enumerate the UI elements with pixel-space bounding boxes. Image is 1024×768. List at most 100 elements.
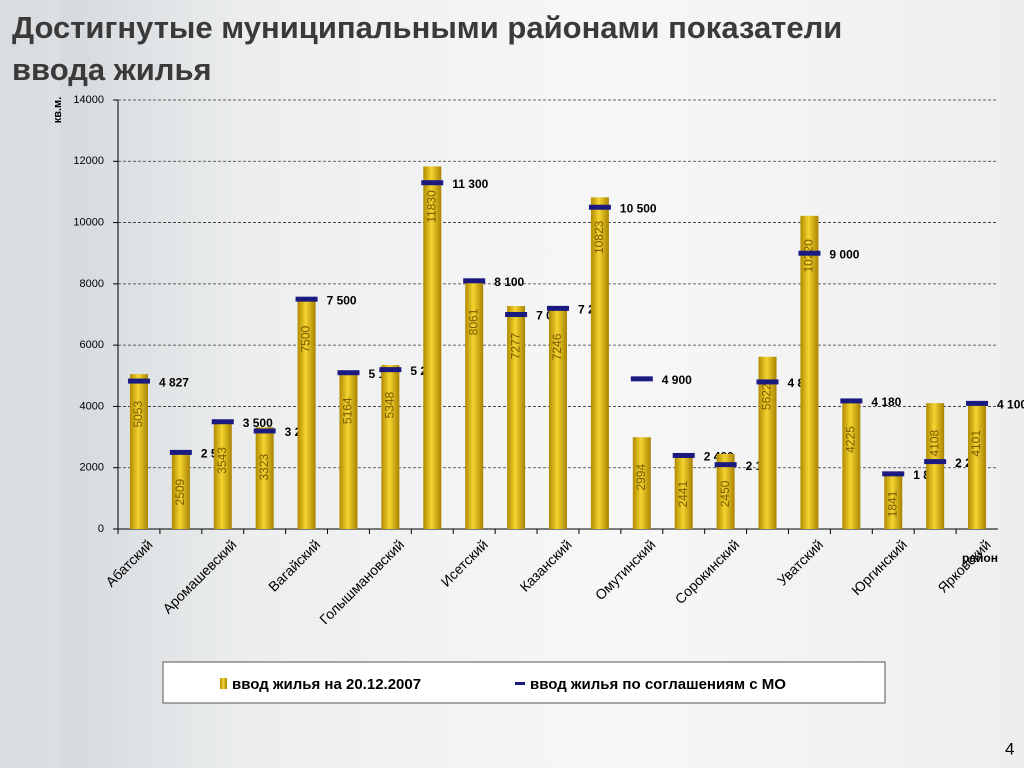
target-value-label: 8 100	[494, 275, 524, 289]
target-marker	[253, 428, 276, 434]
bar-value-label: 4101	[969, 430, 983, 457]
legend-label: ввод жилья на 20.12.2007	[232, 676, 421, 693]
bar	[674, 454, 693, 529]
bar-value-label: 5622	[760, 383, 774, 410]
bar	[590, 197, 609, 529]
x-tick-label: Казанский	[516, 536, 574, 594]
title-line-1: Достигнутые муниципальными районами пока…	[12, 10, 842, 45]
bar-value-label: 5164	[341, 397, 355, 424]
target-marker	[588, 204, 611, 210]
target-marker	[798, 250, 821, 256]
bar-value-label: 4225	[844, 426, 858, 453]
target-marker	[714, 462, 737, 468]
bar	[968, 403, 987, 529]
target-value-label: 4 180	[871, 395, 901, 409]
x-tick-label: Уватский	[774, 536, 826, 588]
target-value-label: 4 900	[662, 373, 692, 387]
bar-value-label: 2441	[676, 481, 690, 508]
bar-value-label: 10823	[592, 220, 606, 254]
legend-swatch-marker	[515, 682, 525, 685]
x-tick-label: Вагайский	[265, 536, 323, 594]
bar	[129, 374, 148, 529]
x-tick-label: Абатский	[102, 536, 155, 589]
bar-value-label: 8061	[466, 308, 480, 335]
target-marker	[127, 378, 150, 384]
bar	[171, 452, 190, 529]
bar	[549, 306, 567, 529]
target-value-label: 3 500	[243, 416, 273, 430]
bar	[423, 166, 442, 529]
y-tick-label: 4000	[80, 400, 104, 412]
y-tick-label: 0	[98, 523, 104, 535]
bar-value-label: 5348	[383, 391, 397, 418]
x-tick-label: Исетский	[438, 536, 491, 589]
target-marker	[672, 452, 695, 458]
bar	[800, 215, 819, 529]
x-tick-label: Аромашевский	[159, 536, 239, 616]
bar	[381, 365, 400, 529]
bar	[716, 453, 735, 529]
y-tick-label: 8000	[80, 278, 104, 290]
target-value-label: 7 500	[327, 293, 357, 307]
bar-value-label: 7277	[508, 332, 522, 359]
target-marker	[379, 367, 402, 373]
bar-value-label: 1841	[885, 490, 899, 517]
target-marker	[840, 398, 863, 404]
bar-value-label: 4108	[927, 429, 941, 456]
bar-value-label: 2994	[634, 464, 648, 491]
target-value-label: 9 000	[829, 247, 859, 261]
bar	[884, 472, 903, 529]
target-marker	[421, 180, 444, 186]
bar-value-label: 7246	[550, 333, 564, 360]
bar-value-label: 11830	[424, 190, 438, 223]
target-marker	[337, 370, 360, 376]
chart: 0 2000 4000 6000 8000 10000 12000 14000 кв.м. рай…	[52, 94, 1024, 627]
target-marker	[966, 400, 989, 406]
bar	[632, 437, 651, 529]
y-axis-label: кв.м.	[52, 97, 64, 124]
target-value-label: 4 100	[997, 398, 1024, 412]
bar	[758, 356, 777, 529]
target-marker	[547, 305, 569, 311]
y-tick-label: 12000	[73, 155, 104, 167]
bar-value-label: 7500	[299, 326, 313, 353]
target-marker	[756, 379, 779, 385]
bar	[926, 403, 945, 529]
legend-swatch-bar	[220, 678, 227, 689]
target-value-label: 4 827	[159, 375, 189, 389]
bar	[507, 306, 526, 529]
x-tick-label: Юргинский	[848, 536, 910, 598]
target-marker	[882, 471, 905, 477]
bar-value-label: 2509	[173, 478, 187, 505]
y-tick-label: 10000	[73, 216, 104, 228]
target-marker	[295, 296, 318, 302]
target-marker	[630, 376, 653, 382]
target-marker	[463, 278, 486, 284]
target-marker	[924, 459, 947, 465]
x-tick-label: Ярковский	[934, 536, 993, 595]
bar	[297, 299, 316, 529]
x-tick-label: Омутинский	[592, 536, 659, 603]
target-value-label: 10 500	[620, 201, 657, 215]
y-tick-label: 2000	[80, 462, 104, 474]
bar-value-label: 5053	[131, 400, 145, 427]
target-marker	[169, 449, 192, 455]
x-tick-label: Голышмановский	[316, 536, 407, 627]
bar-value-label: 3543	[215, 447, 229, 474]
y-tick-label: 6000	[80, 339, 104, 351]
legend-label: ввод жилья по соглашениям с МО	[530, 676, 786, 693]
y-tick-label: 14000	[73, 94, 104, 106]
target-value-label: 11 300	[452, 177, 488, 191]
background-building	[0, 0, 60, 768]
x-tick-label: Сорокинский	[672, 536, 743, 607]
bar-value-label: 3323	[257, 454, 271, 481]
bar	[339, 370, 358, 529]
x-axis-label: район	[962, 551, 998, 565]
target-marker	[211, 419, 234, 425]
bar	[213, 420, 232, 529]
bar	[465, 281, 484, 529]
bar-value-label: 2450	[718, 480, 732, 507]
title-line-2: ввода жилья	[12, 52, 212, 87]
bar	[842, 399, 861, 529]
